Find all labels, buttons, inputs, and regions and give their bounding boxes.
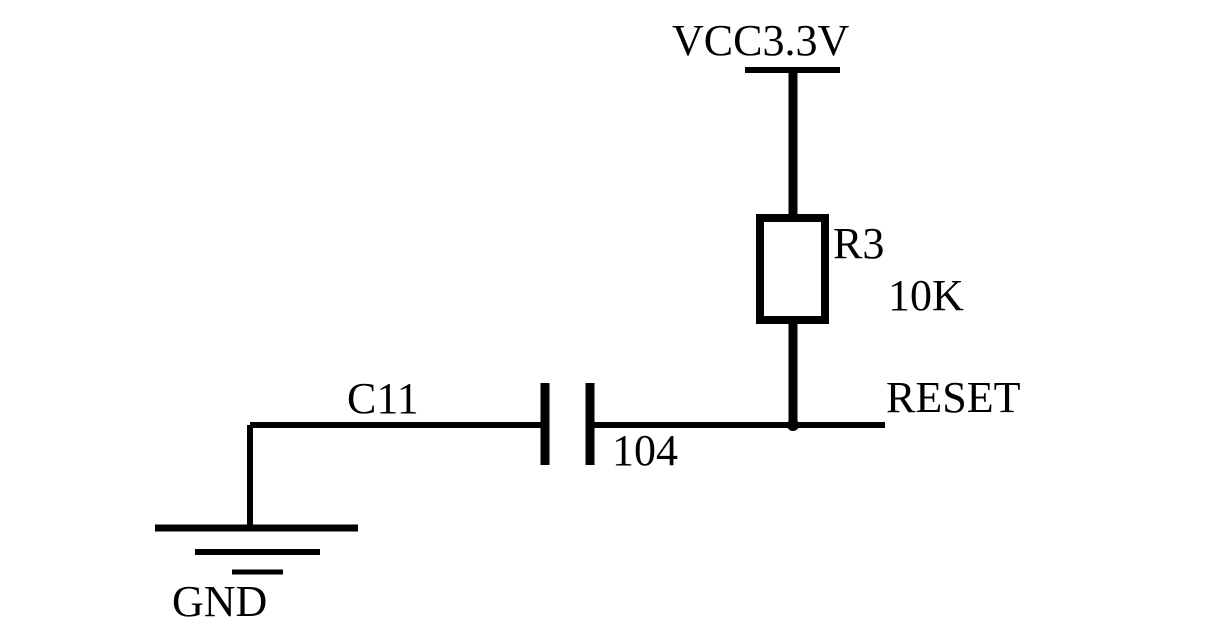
resistor-r3 — [760, 218, 825, 320]
c11-value-label: 104 — [612, 426, 678, 475]
r3-value-label: 10K — [888, 271, 964, 320]
c11-ref-label: C11 — [347, 374, 419, 423]
gnd-label: GND — [172, 577, 267, 626]
circuit-schematic: VCC3.3V R310K RESET C11 104 GND — [0, 0, 1218, 644]
reset-label: RESET — [886, 373, 1021, 422]
r3-ref-label: R3 — [833, 219, 884, 268]
vcc-label: VCC3.3V — [672, 16, 849, 65]
